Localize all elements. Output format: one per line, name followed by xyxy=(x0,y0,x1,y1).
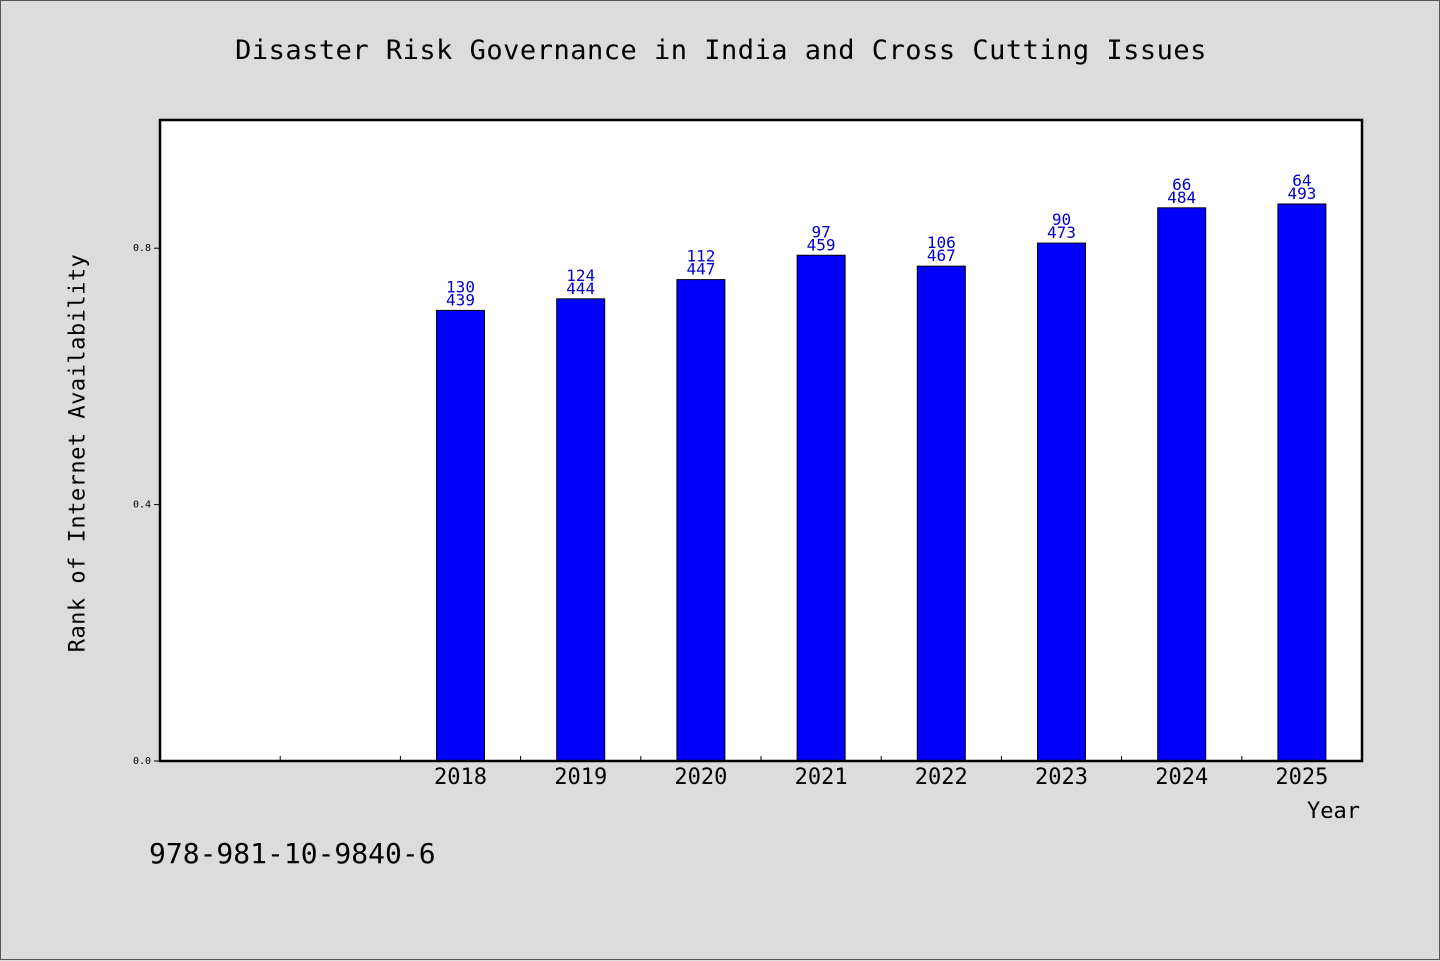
data-label-top-2020: 112 xyxy=(686,247,715,266)
y-axis: 0.0 0.4 0.8 xyxy=(133,243,160,767)
x-tick-label-2023: 2023 xyxy=(1035,765,1088,790)
bar-2022 xyxy=(916,265,966,762)
data-label-top-2025: 64 xyxy=(1292,171,1311,190)
plot-frame xyxy=(158,118,1364,763)
bar-2018 xyxy=(436,309,485,762)
data-label-top-2022: 106 xyxy=(927,233,956,252)
chart-title: Disaster Risk Governance in India and Cr… xyxy=(235,35,1207,66)
x-tick-label-2022: 2022 xyxy=(915,765,968,790)
bar-2019 xyxy=(556,298,606,762)
x-tick-label-2024: 2024 xyxy=(1155,765,1208,790)
data-label-top-2023: 90 xyxy=(1052,210,1071,229)
y-tick-label: 0.0 xyxy=(133,756,151,767)
y-tick-label: 0.4 xyxy=(133,500,151,511)
bar-2024 xyxy=(1157,207,1207,762)
data-label-bottom-2024: 484 xyxy=(1167,188,1196,207)
data-label-bottom-2019: 444 xyxy=(566,279,595,298)
bar-2021 xyxy=(796,254,846,762)
x-tick-label-2021: 2021 xyxy=(795,765,848,790)
data-label-bottom-2018: 439 xyxy=(446,290,475,309)
bars-group xyxy=(436,203,1327,762)
data-label-bottom-2022: 467 xyxy=(927,246,956,265)
x-tick-label-2018: 2018 xyxy=(434,765,487,790)
data-label-top-2019: 124 xyxy=(566,266,595,285)
footer-code: 978-981-10-9840-6 xyxy=(149,837,436,870)
data-label-top-2021: 97 xyxy=(811,222,830,241)
bar-2020 xyxy=(676,279,726,762)
data-label-bottom-2021: 459 xyxy=(807,235,836,254)
data-label-top-2018: 130 xyxy=(446,277,475,296)
data-label-bottom-2023: 473 xyxy=(1047,223,1076,242)
x-tick-label-2019: 2019 xyxy=(554,765,607,790)
x-tick-label-2025: 2025 xyxy=(1275,765,1328,790)
bar-2025 xyxy=(1277,203,1327,762)
data-label-bottom-2020: 447 xyxy=(686,260,715,279)
x-axis-label: Year xyxy=(1307,799,1360,824)
y-tick-label: 0.8 xyxy=(133,243,151,254)
bar-2023 xyxy=(1037,242,1086,762)
data-label-top-2024: 66 xyxy=(1172,175,1191,194)
x-tick-label-2020: 2020 xyxy=(674,765,727,790)
data-label-bottom-2025: 493 xyxy=(1287,184,1316,203)
x-axis: 2018 2019 2020 2021 2022 2023 2024 2025 xyxy=(279,756,1328,790)
